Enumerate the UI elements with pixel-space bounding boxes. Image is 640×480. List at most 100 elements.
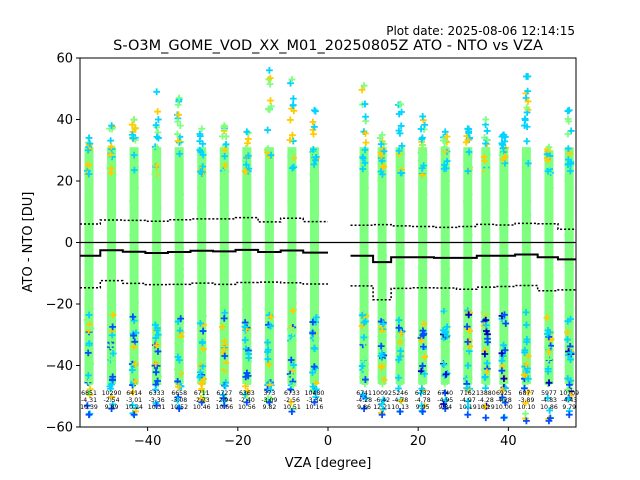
bin-mean-label: -2.40 (239, 397, 255, 404)
scatter-point (312, 224, 319, 232)
scatter-point (397, 197, 404, 205)
bin-count-label: 6414 (126, 390, 142, 397)
scatter-point (266, 74, 274, 82)
scatter-point (264, 373, 272, 381)
scatter-point (85, 389, 93, 396)
scatter-point (242, 204, 250, 212)
bin-mean-label: -2.54 (104, 397, 120, 404)
scatter-point (221, 252, 228, 259)
scatter-point (288, 164, 296, 172)
scatter-point (522, 94, 530, 102)
scatter-point (420, 285, 428, 293)
scatter-point (86, 333, 94, 340)
scatter-point (130, 151, 138, 159)
scatter-point (219, 184, 227, 192)
scatter-point (419, 306, 426, 313)
scatter-point (380, 358, 387, 365)
scatter-point (289, 285, 297, 293)
scatter-point (132, 124, 139, 132)
scatter-point (176, 177, 184, 185)
scatter-point (443, 369, 451, 377)
scatter-point (465, 191, 473, 198)
scatter-point (222, 140, 230, 148)
scatter-point (566, 150, 574, 157)
scatter-point (175, 405, 183, 412)
scatter-point (108, 307, 115, 315)
scatter-point (266, 245, 273, 253)
scatter-point (85, 191, 93, 198)
scatter-point (220, 285, 228, 293)
scatter-point (442, 311, 450, 319)
scatter-point (546, 265, 554, 273)
scatter-column (106, 122, 117, 412)
scatter-point (310, 160, 318, 168)
scatter-point (379, 265, 387, 273)
scatter-point (440, 299, 448, 307)
scatter-point (154, 108, 162, 115)
scatter-point (220, 394, 228, 402)
scatter-point (545, 279, 553, 286)
scatter-point (153, 402, 161, 409)
scatter-point (442, 285, 450, 293)
scatter-point (441, 153, 448, 161)
scatter-point (310, 238, 318, 246)
scatter-point (197, 292, 205, 300)
scatter-point (564, 177, 572, 185)
scatter-point (244, 265, 252, 273)
scatter-point (310, 363, 318, 371)
scatter-point (379, 380, 386, 388)
scatter-point (395, 306, 403, 313)
scatter-point (174, 118, 182, 125)
scatter-point (85, 238, 93, 246)
scatter-point (199, 238, 207, 246)
scatter-point (443, 231, 450, 239)
scatter-point (151, 265, 159, 273)
scatter-point (107, 342, 115, 350)
scatter-point (396, 231, 404, 239)
scatter-column (564, 106, 575, 419)
scatter-point (244, 152, 252, 160)
bin-std-label: 10.31 (148, 404, 166, 411)
scatter-point (129, 224, 137, 232)
scatter-point (502, 320, 510, 327)
scatter-point (567, 204, 574, 212)
scatter-point (398, 397, 405, 405)
scatter-point (243, 272, 251, 280)
scatter-point (220, 338, 228, 346)
scatter-point (106, 191, 114, 198)
scatter-point (243, 211, 250, 219)
scatter-point (545, 231, 553, 239)
scatter-point (131, 353, 139, 361)
scatter-point (481, 279, 489, 286)
scatter-point (380, 252, 387, 259)
scatter-point (420, 191, 428, 198)
scatter-point (523, 73, 530, 80)
x-tick-label: 0 (324, 434, 332, 449)
scatter-point (107, 299, 115, 307)
bin-mean-label: -3.34 (306, 397, 322, 404)
scatter-point (499, 285, 507, 293)
scatter-point (220, 157, 227, 165)
scatter-point (289, 299, 297, 307)
scatter-point (289, 272, 296, 280)
scatter-point (84, 146, 92, 154)
scatter-point (361, 218, 368, 225)
scatter-point (108, 405, 115, 412)
scatter-point (463, 184, 471, 192)
scatter-point (243, 191, 251, 198)
scatter-point (177, 337, 185, 345)
scatter-point (523, 338, 531, 346)
scatter-point (196, 137, 204, 145)
scatter-point (359, 154, 367, 162)
scatter-point (500, 238, 507, 246)
scatter-point (500, 204, 507, 212)
scatter-point (265, 265, 273, 273)
scatter-point (523, 137, 531, 145)
scatter-point (482, 384, 489, 392)
scatter-point (524, 279, 532, 286)
scatter-point (152, 306, 160, 314)
scatter-point (421, 353, 429, 361)
scatter-point (360, 405, 368, 412)
scatter-point (501, 265, 509, 273)
scatter-point (498, 367, 506, 375)
